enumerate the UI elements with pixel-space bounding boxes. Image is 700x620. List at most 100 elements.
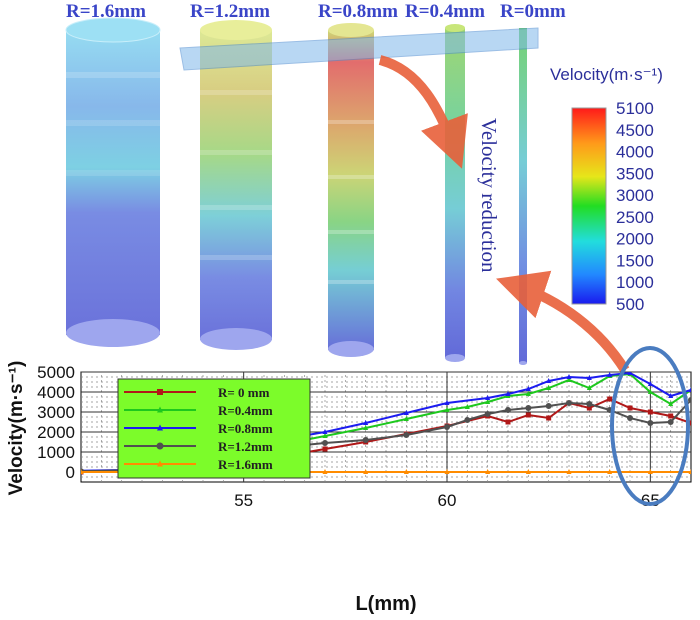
data-point: [627, 372, 633, 375]
data-point: [566, 377, 572, 382]
data-point: [322, 469, 328, 474]
arrow-icon: [378, 55, 468, 169]
data-point: [403, 432, 410, 438]
y-tick-label: 0: [66, 463, 75, 482]
data-point: [505, 391, 511, 396]
data-point: [586, 401, 593, 407]
legend-item: R=1.6mm: [124, 457, 273, 472]
colorbar-tick-label: 3500: [616, 164, 654, 183]
data-point: [403, 469, 409, 474]
cross-section-plane: [179, 27, 539, 71]
data-point: [607, 372, 613, 377]
x-axis: 55 60 65: [234, 491, 660, 510]
data-point: [546, 415, 552, 421]
cylinder-r16: [65, 17, 161, 347]
data-point: [546, 378, 552, 383]
legend-item: R=0.8mm: [124, 421, 273, 436]
cylinder-r08: [328, 23, 374, 357]
data-point: [586, 375, 592, 380]
y-axis-label: Velocity(m·s⁻¹): [6, 361, 27, 496]
cylinder-r0: [519, 28, 527, 365]
colorbar-tick-label: 1500: [616, 251, 654, 270]
colorbar-tick-label: 4000: [616, 143, 654, 162]
radius-label: R=1.6mm: [66, 1, 146, 22]
data-point: [688, 387, 691, 392]
data-point: [322, 440, 328, 446]
legend-label: R=0.4mm: [218, 403, 273, 418]
data-point: [363, 425, 369, 430]
data-point: [627, 415, 633, 421]
data-point: [525, 412, 531, 418]
data-point: [403, 416, 409, 421]
x-axis-label: L(mm): [355, 593, 416, 615]
data-point: [505, 407, 511, 413]
data-point: [647, 409, 653, 415]
legend-item: R=0.4mm: [124, 403, 273, 418]
data-point: [157, 460, 163, 467]
x-tick-label: 55: [234, 491, 253, 510]
data-point: [566, 469, 572, 474]
data-point: [362, 437, 369, 443]
colorbar-title: Velocity(m·s⁻¹): [550, 65, 663, 84]
data-point: [81, 469, 84, 474]
y-tick-label: 5000: [37, 363, 75, 382]
data-point: [647, 420, 654, 426]
arrow-icon: [496, 270, 630, 373]
data-point: [444, 469, 450, 474]
legend-label: R=1.6mm: [218, 457, 273, 472]
y-tick-label: 2000: [37, 423, 75, 442]
data-point: [157, 406, 163, 413]
y-tick-label: 3000: [37, 403, 75, 422]
data-point: [586, 385, 592, 390]
legend-label: R= 0 mm: [218, 385, 270, 400]
colorbar-tick-label: 500: [616, 295, 644, 314]
colorbar-tick-label: 1000: [616, 273, 654, 292]
data-point: [485, 399, 491, 404]
colorbar-tick-label: 2500: [616, 208, 654, 227]
data-point: [444, 424, 450, 430]
legend: R= 0 mm R=0.4mm R=0.8mm R=1.2mm R=1.6mm: [117, 378, 311, 479]
data-point: [668, 401, 674, 406]
data-point: [485, 469, 491, 474]
data-point: [627, 405, 633, 411]
x-tick-label: 60: [438, 491, 457, 510]
data-point: [403, 410, 409, 415]
legend-item: R= 0 mm: [124, 385, 270, 400]
data-point: [444, 400, 450, 405]
data-point: [525, 386, 531, 391]
colorbar-tick-label: 5100: [616, 99, 654, 118]
data-point: [505, 419, 511, 425]
data-point: [525, 469, 531, 474]
colorbar: Velocity(m·s⁻¹) 5100 4500 4000 3500 3000 2500…: [550, 65, 663, 314]
colorbar-gradient: [571, 107, 607, 305]
velocity-reduction-label: Velocity reduction: [477, 118, 501, 273]
cylinder-illustration: R=1.6mm R=1.2mm R=0.8mm R=0.4mm R=0mm Ve…: [65, 1, 663, 373]
colorbar-tick-label: 2000: [616, 230, 654, 249]
data-point: [485, 395, 491, 400]
data-point: [525, 405, 532, 411]
colorbar-tick-label: 3000: [616, 186, 654, 205]
data-point: [363, 420, 369, 425]
data-point: [688, 469, 691, 474]
legend-label: R=0.8mm: [218, 421, 273, 436]
radius-labels: R=1.6mm R=1.2mm R=0.8mm R=0.4mm R=0mm: [66, 1, 566, 22]
legend-label: R=1.2mm: [218, 439, 273, 454]
data-point: [322, 433, 328, 438]
data-point: [647, 381, 653, 386]
data-point: [668, 413, 674, 419]
data-point: [668, 393, 674, 398]
y-tick-label: 4000: [37, 383, 75, 402]
legend-item: R=1.2mm: [124, 439, 273, 454]
data-point: [156, 442, 164, 450]
data-point: [607, 469, 613, 474]
data-point: [647, 469, 653, 474]
reduction-arrows: [378, 55, 630, 373]
data-point: [363, 469, 369, 474]
data-point: [566, 374, 572, 379]
data-point: [607, 396, 613, 402]
data-point: [545, 403, 552, 409]
x-tick-label: 65: [641, 491, 660, 510]
